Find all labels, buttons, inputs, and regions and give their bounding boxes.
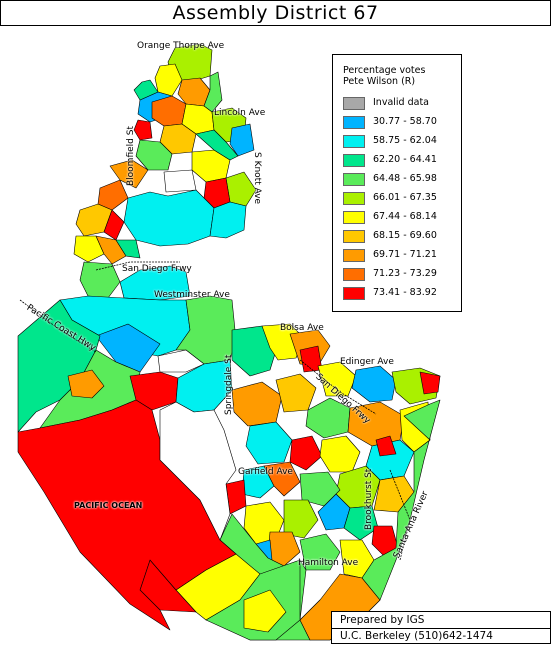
region-north-green-3 xyxy=(135,139,173,171)
credit-box: Prepared by IGS U.C. Berkeley (510)642-1… xyxy=(331,611,551,644)
region-north-orange-7 xyxy=(95,235,127,265)
region-mid-cyan xyxy=(245,421,293,465)
map-title: Assembly District 67 xyxy=(0,0,551,26)
region-edinger-cyan xyxy=(351,365,397,403)
legend-label: 69.71 - 71.21 xyxy=(373,249,437,260)
legend-swatch xyxy=(343,230,365,243)
legend-item: 30.77 - 58.70 xyxy=(343,114,463,131)
district-map xyxy=(17,43,441,641)
legend-title: Percentage votes Pete Wilson (R) xyxy=(343,65,458,87)
legend-swatch xyxy=(343,287,365,300)
legend-item: 62.20 - 64.41 xyxy=(343,152,463,169)
legend-item: 71.23 - 73.29 xyxy=(343,266,463,283)
street-label-garfield: Garfield Ave xyxy=(238,467,293,477)
region-central-cyan-dark xyxy=(95,323,161,373)
region-north-cyan-big xyxy=(123,189,215,247)
legend-item: Invalid data xyxy=(343,95,463,112)
legend-item: 66.01 - 67.35 xyxy=(343,190,463,207)
legend-label: 73.41 - 83.92 xyxy=(373,287,437,298)
region-mid-orange xyxy=(231,381,283,427)
region-bolsa-yellow xyxy=(261,323,305,361)
street-label-bolsa: Bolsa Ave xyxy=(280,323,324,333)
credit-line-contact: U.C. Berkeley (510)642-1474 xyxy=(340,630,493,642)
region-garfield-orange xyxy=(263,461,301,497)
legend-box: Percentage votes Pete Wilson (R) Invalid… xyxy=(332,54,462,312)
legend-item: 64.48 - 65.98 xyxy=(343,171,463,188)
street-label-westminster: Westminster Ave xyxy=(154,290,230,300)
region-white-notch xyxy=(159,401,237,541)
region-south-green-2 xyxy=(299,533,341,571)
legend-swatch xyxy=(343,249,365,262)
legend-item: 69.71 - 71.21 xyxy=(343,247,463,264)
region-north-orange-4 xyxy=(97,179,129,211)
region-mid-yellow-2 xyxy=(319,435,361,473)
region-edinger-red xyxy=(419,371,441,395)
region-mid-red xyxy=(289,435,323,471)
street-label-bloomfield: Bloomfield St xyxy=(126,126,136,186)
region-north-yellow-5 xyxy=(73,235,105,263)
legend-label: 71.23 - 73.29 xyxy=(373,268,437,279)
legend-swatch xyxy=(343,173,365,186)
legend-swatch xyxy=(343,97,365,110)
legend-swatch xyxy=(343,135,365,148)
legend-label: 30.77 - 58.70 xyxy=(373,116,437,127)
legend-label: 66.01 - 67.35 xyxy=(373,192,437,203)
street-label-san-diego-frwy-north: San Diego Frwy xyxy=(122,264,192,274)
region-north-white-hole xyxy=(163,169,197,193)
legend-swatch xyxy=(343,268,365,281)
region-north-teal-3 xyxy=(195,129,239,161)
legend-title-line-2: Pete Wilson (R) xyxy=(343,76,416,87)
legend-title-line-1: Percentage votes xyxy=(343,65,426,76)
region-east-cyan-2 xyxy=(317,493,351,531)
region-north-teal-1 xyxy=(133,79,159,101)
street-label-lincoln: Lincoln Ave xyxy=(214,108,266,118)
region-north-cyan-3 xyxy=(209,201,247,239)
region-south-orange-big xyxy=(299,573,381,641)
legend-swatch xyxy=(343,116,365,129)
region-north-cyan-2 xyxy=(229,123,255,157)
legend-label: 68.15 - 69.60 xyxy=(373,230,437,241)
region-garfield-green xyxy=(299,471,341,507)
label-pacific-ocean: PACIFIC OCEAN xyxy=(74,501,143,510)
region-north-red-1 xyxy=(133,119,153,141)
region-mid-yellow xyxy=(275,373,317,413)
street-label-edinger: Edinger Ave xyxy=(340,357,394,367)
region-north-green-6 xyxy=(79,261,121,299)
region-south-green-1 xyxy=(283,499,319,539)
legend-swatch xyxy=(343,192,365,205)
legend-item: 68.15 - 69.60 xyxy=(343,228,463,245)
region-north-orange-top xyxy=(177,77,211,107)
legend-label: 62.20 - 64.41 xyxy=(373,154,437,165)
legend-label: 58.75 - 62.04 xyxy=(373,135,437,146)
street-label-hamilton: Hamilton Ave xyxy=(298,558,359,568)
legend-swatch xyxy=(343,211,365,224)
region-north-orange-5 xyxy=(109,159,149,189)
legend-swatch xyxy=(343,154,365,167)
region-east-teal xyxy=(343,505,379,541)
region-central-white-gap xyxy=(157,349,205,373)
legend-item: 58.75 - 62.04 xyxy=(343,133,463,150)
street-label-knott: S Knott Ave xyxy=(252,152,262,205)
legend-item: 73.41 - 83.92 xyxy=(343,285,463,302)
region-west-orange xyxy=(67,369,105,399)
credit-line-prepared-by: Prepared by IGS xyxy=(340,614,425,626)
street-label-springdale: Springdale St xyxy=(224,354,234,415)
region-north-orange-2 xyxy=(151,95,187,127)
street-label-brookhurst: Brookhurst St xyxy=(364,468,374,530)
region-edinger-yellow xyxy=(317,361,357,397)
legend-label: 67.44 - 68.14 xyxy=(373,211,437,222)
region-south-yellow-bottom xyxy=(243,589,287,633)
region-east-red xyxy=(375,435,397,457)
legend-label: Invalid data xyxy=(373,97,429,108)
legend-item: 67.44 - 68.14 xyxy=(343,209,463,226)
credit-divider xyxy=(332,628,550,629)
legend-label: 64.48 - 65.98 xyxy=(373,173,437,184)
region-pacific-ocean-red xyxy=(17,399,237,631)
street-label-orange-thorpe: Orange Thorpe Ave xyxy=(137,41,225,51)
region-north-teal-5 xyxy=(115,239,141,259)
